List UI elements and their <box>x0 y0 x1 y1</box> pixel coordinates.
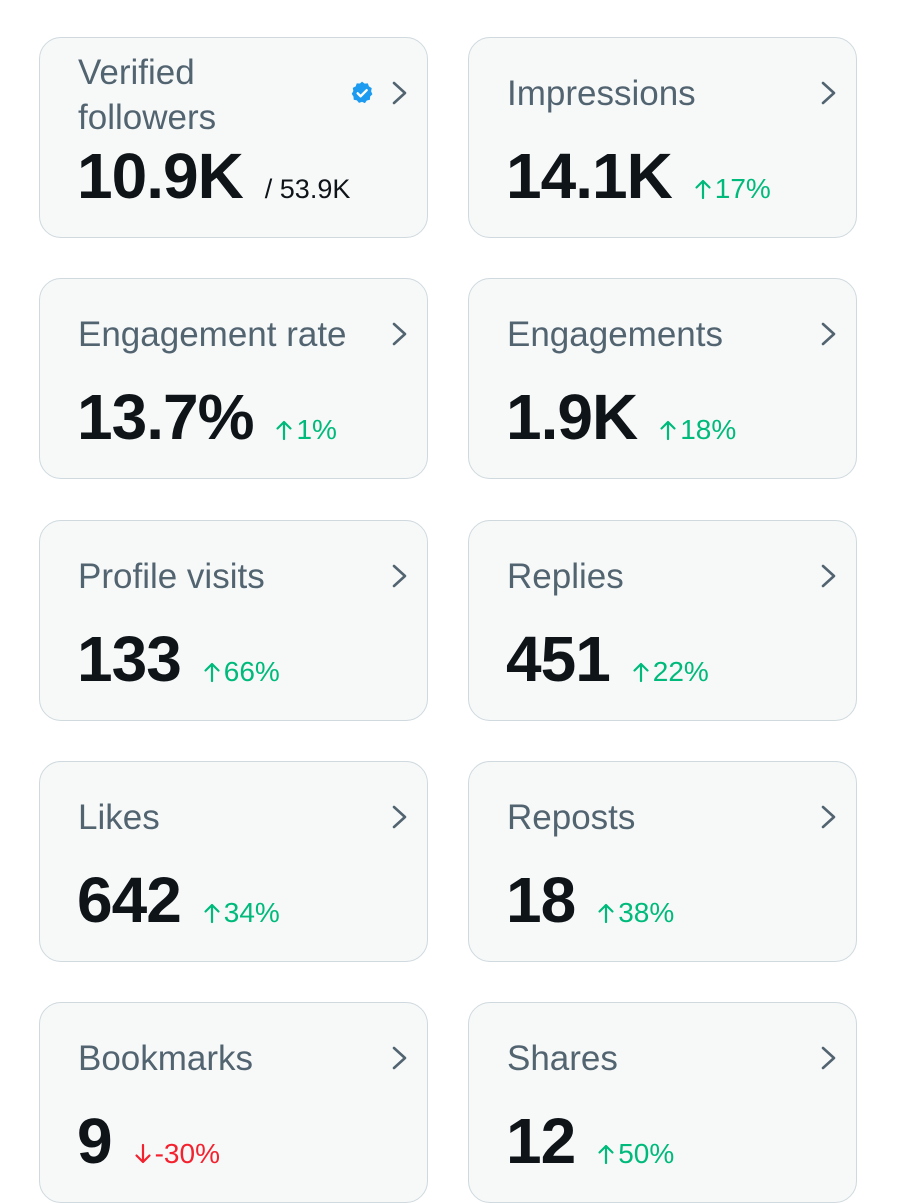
metric-change: 1% <box>275 414 337 446</box>
card-engagement-rate[interactable]: Engagement rate 13.7% 1% <box>39 278 428 479</box>
card-title: Reposts <box>507 798 636 837</box>
metric-value: 18 <box>506 864 576 936</box>
metric-row: 12 50% <box>506 1103 674 1179</box>
arrow-up-icon <box>203 661 221 683</box>
metric-change-value: 66% <box>223 656 280 687</box>
arrow-up-icon <box>203 902 221 924</box>
metric-change-value: 1% <box>296 414 337 445</box>
metric-value: 12 <box>506 1105 576 1177</box>
card-title: Profile visits <box>78 557 265 596</box>
metric-change: 22% <box>632 656 709 688</box>
verified-badge-icon <box>351 81 373 104</box>
metric-change: 38% <box>597 897 674 929</box>
arrow-up-icon <box>597 902 615 924</box>
metric-value: 10.9K <box>77 140 244 212</box>
metric-change-value: 22% <box>652 656 709 687</box>
metric-change: 34% <box>203 897 280 929</box>
chevron-right-icon <box>392 1046 407 1070</box>
arrow-up-icon <box>659 419 677 441</box>
chevron-right-icon <box>392 322 407 346</box>
metric-change: 66% <box>203 656 280 688</box>
metric-change-value: 17% <box>714 173 771 204</box>
arrow-up-icon <box>275 419 293 441</box>
card-likes[interactable]: Likes 642 34% <box>39 761 428 962</box>
metric-row: 133 66% <box>77 621 280 697</box>
chevron-right-icon <box>392 564 407 588</box>
card-replies[interactable]: Replies 451 22% <box>468 520 857 721</box>
chevron-right-icon <box>392 81 407 105</box>
chevron-right-icon <box>821 1046 836 1070</box>
metric-value: 9 <box>77 1105 113 1177</box>
metric-value: 14.1K <box>506 140 673 212</box>
metric-change: -30% <box>134 1138 220 1170</box>
chevron-right-icon <box>821 805 836 829</box>
metric-value: 642 <box>77 864 182 936</box>
metric-row: 9 -30% <box>77 1103 220 1179</box>
card-title: Engagements <box>507 315 723 354</box>
metric-row: 451 22% <box>506 621 709 697</box>
arrow-down-icon <box>134 1143 152 1165</box>
card-title: Likes <box>78 798 160 837</box>
chevron-right-icon <box>821 564 836 588</box>
metric-change: 18% <box>659 414 736 446</box>
card-impressions[interactable]: Impressions 14.1K 17% <box>468 37 857 238</box>
metric-change: 17% <box>694 173 771 205</box>
metric-change-value: 18% <box>680 414 737 445</box>
card-engagements[interactable]: Engagements 1.9K 18% <box>468 278 857 479</box>
metric-change-value: -30% <box>154 1138 220 1169</box>
metric-value: 13.7% <box>77 381 254 453</box>
card-shares[interactable]: Shares 12 50% <box>468 1002 857 1203</box>
chevron-right-icon <box>392 805 407 829</box>
card-reposts[interactable]: Reposts 18 38% <box>468 761 857 962</box>
metric-total: / 53.9K <box>264 174 351 204</box>
metric-row: 13.7% 1% <box>77 379 337 455</box>
metric-value: 451 <box>506 623 611 695</box>
card-title: Replies <box>507 557 624 596</box>
arrow-up-icon <box>597 1143 615 1165</box>
card-title: Verified followers <box>78 53 217 137</box>
card-profile-visits[interactable]: Profile visits 133 66% <box>39 520 428 721</box>
arrow-up-icon <box>694 178 712 200</box>
metric-row: 18 38% <box>506 862 674 938</box>
metric-row: 642 34% <box>77 862 280 938</box>
metric-change-value: 38% <box>618 897 675 928</box>
metric-row: 10.9K / 53.9K <box>77 138 350 214</box>
metric-change: 50% <box>597 1138 674 1170</box>
chevron-right-icon <box>821 322 836 346</box>
chevron-right-icon <box>821 81 836 105</box>
metric-value: 133 <box>77 623 182 695</box>
card-title: Shares <box>507 1039 618 1078</box>
card-title: Bookmarks <box>78 1039 254 1078</box>
card-verified-followers[interactable]: Verified followers 10.9K / 53.9K <box>39 37 428 238</box>
arrow-up-icon <box>632 661 650 683</box>
card-title: Impressions <box>507 74 696 113</box>
metric-change-value: 34% <box>223 897 280 928</box>
metric-change-value: 50% <box>618 1138 675 1169</box>
card-bookmarks[interactable]: Bookmarks 9 -30% <box>39 1002 428 1203</box>
card-title: Engagement rate <box>78 315 347 354</box>
metric-row: 1.9K 18% <box>506 379 736 455</box>
metric-row: 14.1K 17% <box>506 138 771 214</box>
metric-value: 1.9K <box>506 381 638 453</box>
